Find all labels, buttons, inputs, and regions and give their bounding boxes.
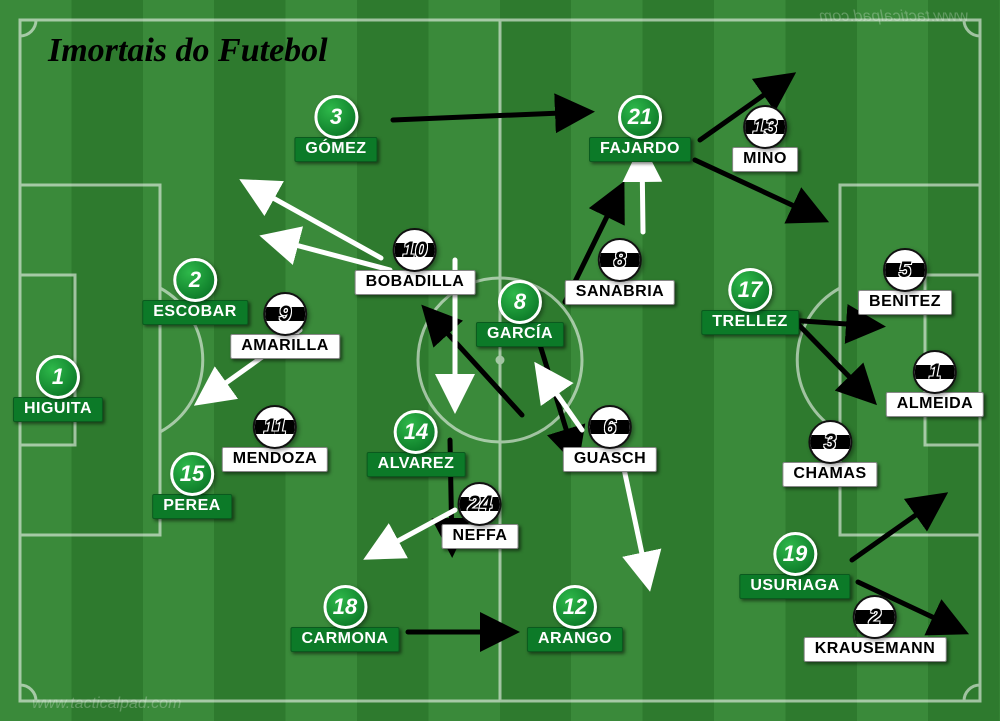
player-badge: 8: [498, 280, 542, 324]
player-number: 12: [563, 594, 587, 620]
player-name-label: CHAMAS: [782, 462, 877, 487]
player-marker: 2 KRAUSEMANN: [804, 595, 947, 662]
player-name-label: MENDOZA: [222, 447, 328, 472]
player-badge: 17: [728, 268, 772, 312]
player-name-label: ALVAREZ: [367, 452, 466, 477]
player-number: 2: [189, 267, 201, 293]
player-number: 1: [929, 359, 941, 385]
player-number: 8: [514, 289, 526, 315]
player-marker: 3 CHAMAS: [782, 420, 877, 487]
player-marker: 24 NEFFA: [442, 482, 519, 549]
player-name-label: BENITEZ: [858, 290, 952, 315]
player-badge: 1: [913, 350, 957, 394]
player-number: 9: [279, 301, 291, 327]
player-badge: 21: [618, 95, 662, 139]
player-badge: 14: [394, 410, 438, 454]
player-badge: 3: [314, 95, 358, 139]
player-badge: 11: [253, 405, 297, 449]
player-marker: 5 BENITEZ: [858, 248, 952, 315]
player-marker: 3 GÓMEZ: [294, 95, 377, 162]
watermark-top-right: www.tacticalpad.com: [819, 8, 968, 26]
player-number: 11: [264, 414, 287, 440]
player-name-label: TRELLEZ: [701, 310, 799, 335]
diagram-title: Imortais do Futebol: [48, 32, 328, 70]
player-number: 1: [52, 364, 64, 390]
player-number: 15: [180, 461, 204, 487]
player-marker: 21 FAJARDO: [589, 95, 691, 162]
player-badge: 24: [458, 482, 502, 526]
player-marker: 11 MENDOZA: [222, 405, 328, 472]
player-marker: 8 SANABRIA: [565, 238, 675, 305]
player-number: 24: [468, 491, 492, 517]
player-name-label: CARMONA: [290, 627, 399, 652]
player-number: 18: [333, 594, 357, 620]
player-badge: 3: [808, 420, 852, 464]
player-marker: 18 CARMONA: [290, 585, 399, 652]
player-name-label: BOBADILLA: [355, 270, 476, 295]
player-marker: 12 ARANGO: [527, 585, 623, 652]
player-marker: 14 ALVAREZ: [367, 410, 466, 477]
player-badge: 15: [170, 452, 214, 496]
player-name-label: KRAUSEMANN: [804, 637, 947, 662]
player-name-label: SANABRIA: [565, 280, 675, 305]
player-name-label: MINO: [732, 147, 798, 172]
player-marker: 10 BOBADILLA: [355, 228, 476, 295]
player-number: 17: [738, 277, 762, 303]
player-badge: 5: [883, 248, 927, 292]
player-badge: 10: [393, 228, 437, 272]
player-name-label: AMARILLA: [230, 334, 340, 359]
player-marker: 1 HIGUITA: [13, 355, 103, 422]
player-badge: 9: [263, 292, 307, 336]
player-marker: 9 AMARILLA: [230, 292, 340, 359]
player-badge: 18: [323, 585, 367, 629]
player-name-label: HIGUITA: [13, 397, 103, 422]
player-marker: 19USURIAGA: [739, 532, 850, 599]
player-name-label: GARCÍA: [476, 322, 564, 347]
player-name-label: GÓMEZ: [294, 137, 377, 162]
player-badge: 19: [773, 532, 817, 576]
player-number: 2: [869, 604, 881, 630]
player-badge: 8: [598, 238, 642, 282]
player-badge: 2: [173, 258, 217, 302]
player-badge: 2: [853, 595, 897, 639]
player-marker: 8 GARCÍA: [476, 280, 564, 347]
player-marker: 13 MINO: [732, 105, 798, 172]
player-badge: 13: [743, 105, 787, 149]
player-badge: 12: [553, 585, 597, 629]
player-number: 10: [403, 237, 427, 263]
player-name-label: ALMEIDA: [886, 392, 984, 417]
player-number: 14: [404, 419, 428, 445]
watermark-bottom-left: www.tacticalpad.com: [32, 695, 181, 713]
player-name-label: PEREA: [152, 494, 232, 519]
player-number: 13: [753, 114, 777, 140]
player-number: 19: [783, 541, 807, 567]
player-marker: 17 TRELLEZ: [701, 268, 799, 335]
player-number: 21: [628, 104, 652, 130]
player-name-label: GUASCH: [563, 447, 657, 472]
player-badge: 1: [36, 355, 80, 399]
player-marker: 1 ALMEIDA: [886, 350, 984, 417]
player-number: 8: [614, 247, 626, 273]
player-name-label: NEFFA: [442, 524, 519, 549]
player-number: 3: [824, 429, 836, 455]
player-number: 3: [330, 104, 342, 130]
player-badge: 6: [588, 405, 632, 449]
player-name-label: ARANGO: [527, 627, 623, 652]
player-marker: 15 PEREA: [152, 452, 232, 519]
player-number: 6: [604, 414, 616, 440]
player-number: 5: [899, 257, 911, 283]
player-name-label: FAJARDO: [589, 137, 691, 162]
player-marker: 6 GUASCH: [563, 405, 657, 472]
